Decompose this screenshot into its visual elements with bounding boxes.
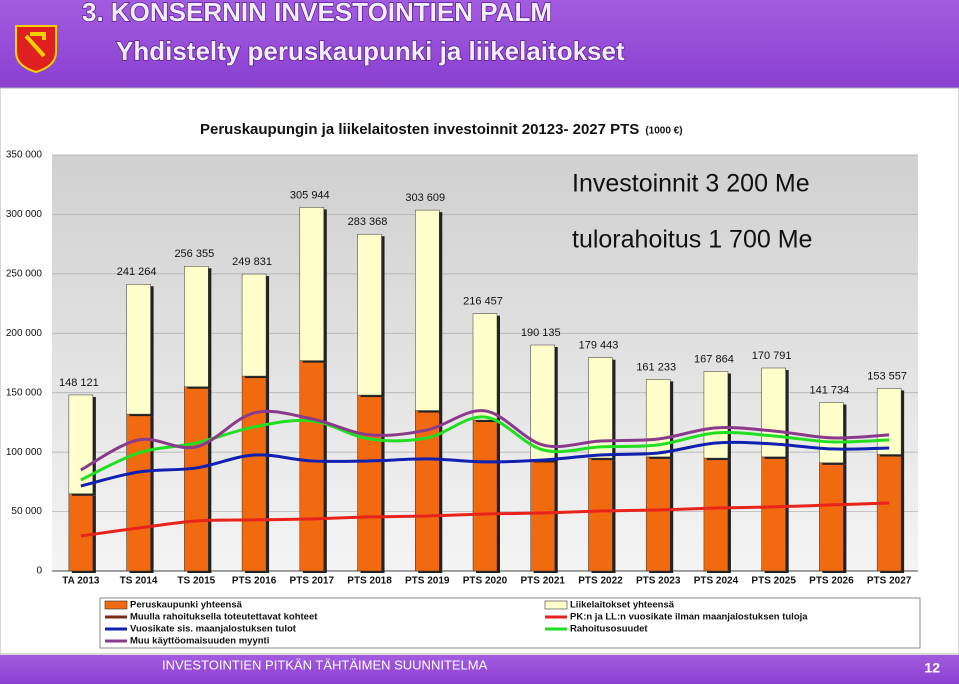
- legend-swatch: [544, 600, 568, 610]
- total-label: 303 609: [405, 192, 445, 204]
- legend-label: Peruskaupunki yhteensä: [130, 600, 243, 611]
- bar: [645, 456, 671, 572]
- bar: [876, 454, 902, 572]
- total-label: 141 734: [810, 384, 850, 396]
- y-tick-label: 200 000: [6, 328, 43, 339]
- bar: [530, 344, 555, 461]
- line: [80, 440, 890, 488]
- bar: [819, 402, 844, 464]
- chart-title: Peruskaupungin ja liikelaitosten investo…: [200, 121, 639, 138]
- y-tick-label: 250 000: [6, 268, 43, 279]
- line: [80, 409, 890, 472]
- header-band: [0, 0, 959, 88]
- legend-label: Rahoitusosuudet: [570, 624, 648, 635]
- bar: [415, 209, 440, 411]
- footer-text: INVESTOINTIEN PITKÄN TÄHTÄIMEN SUUNNITEL…: [162, 657, 488, 672]
- legend-label: PK:n ja LL:n vuosikate ilman maanjalostu…: [570, 612, 808, 623]
- x-tick-label: PTS 2017: [290, 576, 335, 587]
- annotation: Investoinnit 3 200 Me: [572, 170, 810, 198]
- x-tick-label: PTS 2016: [232, 576, 277, 587]
- chart: 0 50 000 100 000 150 000 200 000 250 000 300 0…: [6, 150, 918, 647]
- bar: [472, 313, 498, 421]
- x-tick-label: TS 2015: [177, 576, 215, 587]
- x-tick-label: PTS 2020: [463, 576, 508, 587]
- slide-subtitle: Yhdistelty peruskaupunki ja liikelaitoks…: [116, 36, 625, 66]
- bar: [241, 375, 267, 572]
- total-label: 216 457: [463, 296, 503, 308]
- bar: [761, 456, 786, 572]
- x-tick-label: TS 2014: [120, 576, 158, 587]
- logo: [15, 25, 57, 74]
- legend-label: Muu käyttöomaisuuden myynti: [130, 636, 269, 647]
- bar: [241, 273, 267, 377]
- bar: [299, 360, 325, 572]
- bar: [126, 283, 151, 415]
- bar: [819, 462, 844, 572]
- x-tick-label: PTS 2023: [636, 576, 681, 587]
- total-label: 170 791: [752, 350, 792, 362]
- footer-band: [0, 655, 959, 684]
- x-tick-label: PTS 2018: [347, 576, 392, 587]
- total-label: 256 355: [174, 248, 214, 260]
- x-tick-label: TA 2013: [62, 576, 100, 587]
- bar: [588, 457, 613, 572]
- bar: [184, 266, 209, 388]
- x-tick-label: PTS 2024: [694, 576, 739, 587]
- total-label: 153 557: [867, 370, 907, 382]
- bar: [184, 386, 209, 572]
- bar: [357, 394, 382, 572]
- total-label: 249 831: [232, 256, 272, 268]
- x-tick-label: PTS 2027: [867, 576, 912, 587]
- annotation: tulorahoitus 1 700 Me: [572, 226, 812, 254]
- total-label: 179 443: [579, 340, 619, 352]
- x-tick-label: PTS 2022: [578, 576, 623, 587]
- bar: [68, 493, 94, 572]
- line: [80, 501, 890, 538]
- bar: [126, 413, 151, 572]
- legend-label: Liikelaitokset yhteensä: [570, 600, 675, 611]
- bar: [357, 233, 382, 396]
- x-tick-label: PTS 2025: [751, 576, 796, 587]
- total-label: 161 233: [636, 361, 676, 373]
- bar: [530, 460, 555, 572]
- legend-swatch: [104, 600, 128, 610]
- bar: [876, 388, 902, 455]
- bar: [299, 207, 325, 361]
- x-tick-label: PTS 2021: [520, 576, 565, 587]
- page-number: 12: [924, 660, 940, 676]
- total-label: 241 264: [117, 266, 157, 278]
- x-tick-label: PTS 2019: [405, 576, 450, 587]
- legend-label: Muulla rahoituksella toteutettavat kohte…: [130, 612, 318, 623]
- y-tick-label: 100 000: [6, 447, 43, 458]
- total-label: 190 135: [521, 327, 561, 339]
- total-label: 305 944: [290, 189, 330, 201]
- slide-title: 3. KONSERNIN INVESTOINTIEN PALM: [82, 0, 552, 27]
- y-tick-label: 0: [36, 566, 42, 577]
- y-tick-label: 350 000: [6, 150, 43, 161]
- legend-label: Vuosikate sis. maanjalostuksen tulot: [130, 624, 297, 635]
- y-tick-label: 50 000: [11, 506, 42, 517]
- x-tick-label: PTS 2026: [809, 576, 854, 587]
- legend: [99, 597, 921, 649]
- total-label: 167 864: [694, 353, 734, 365]
- bar: [472, 419, 498, 572]
- y-tick-label: 150 000: [6, 387, 43, 398]
- chart-unit: (1000 €): [645, 126, 682, 137]
- total-label: 148 121: [59, 377, 99, 389]
- total-label: 283 368: [348, 216, 388, 228]
- bar: [703, 457, 729, 572]
- y-tick-label: 300 000: [6, 209, 43, 220]
